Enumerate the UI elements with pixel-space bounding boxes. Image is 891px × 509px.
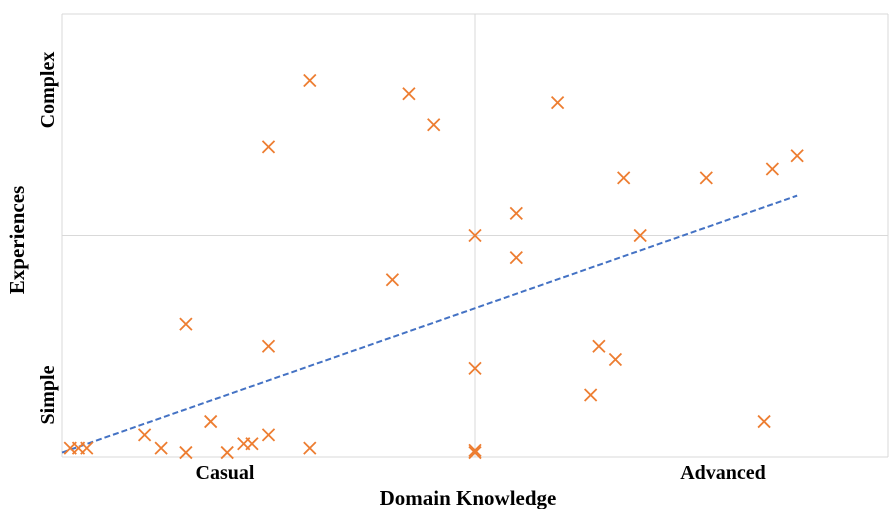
- data-point-34: [790, 149, 804, 163]
- data-point-stroke: [80, 441, 94, 455]
- data-point-22: [468, 228, 482, 243]
- data-point-20: [468, 443, 482, 457]
- data-point-16: [385, 273, 400, 287]
- data-point-4: [154, 441, 168, 455]
- data-point-21: [468, 361, 482, 376]
- data-point-stroke: [427, 118, 441, 132]
- data-point-6: [179, 317, 193, 331]
- data-point-stroke: [179, 445, 193, 460]
- data-point-27: [592, 339, 606, 353]
- y-tick-label-complex: Complex: [37, 52, 59, 129]
- data-point-8: [220, 445, 234, 460]
- data-point-stroke: [757, 414, 771, 429]
- data-point-stroke: [303, 73, 317, 88]
- data-point-25: [550, 95, 565, 110]
- data-point-stroke: [154, 441, 168, 455]
- data-point-stroke: [204, 414, 218, 429]
- data-point-24: [509, 206, 523, 220]
- data-point-2: [80, 441, 94, 455]
- data-point-28: [608, 352, 623, 367]
- axes: [61, 14, 888, 458]
- data-point-14: [303, 441, 317, 455]
- data-point-stroke: [592, 339, 606, 353]
- data-point-stroke: [608, 352, 623, 367]
- data-point-30: [633, 228, 647, 243]
- data-point-19: [468, 445, 482, 460]
- data-point-3: [137, 428, 152, 442]
- data-point-stroke: [137, 428, 152, 442]
- x-tick-label-casual: Casual: [196, 462, 255, 484]
- data-points: [63, 73, 804, 460]
- data-point-stroke: [385, 273, 400, 287]
- data-point-stroke: [584, 388, 598, 402]
- data-point-stroke: [468, 445, 482, 460]
- data-point-23: [509, 251, 523, 265]
- data-point-stroke: [468, 361, 482, 376]
- data-point-stroke: [633, 228, 647, 243]
- data-point-31: [699, 171, 713, 185]
- data-point-stroke: [303, 441, 317, 455]
- data-point-stroke: [509, 251, 523, 265]
- data-point-stroke: [699, 171, 713, 185]
- data-point-stroke: [765, 162, 779, 176]
- data-point-15: [303, 73, 317, 88]
- data-point-stroke: [261, 339, 276, 353]
- data-point-stroke: [509, 206, 523, 220]
- data-point-stroke: [468, 443, 482, 457]
- data-point-13: [261, 140, 276, 154]
- data-point-33: [765, 162, 779, 176]
- data-point-10: [245, 437, 259, 451]
- data-point-stroke: [261, 428, 276, 442]
- data-point-18: [427, 118, 441, 132]
- data-point-12: [261, 339, 276, 353]
- data-point-stroke: [179, 317, 193, 331]
- y-tick-label-simple: Simple: [37, 365, 59, 424]
- data-point-7: [204, 414, 218, 429]
- data-point-stroke: [468, 228, 482, 243]
- data-point-17: [402, 87, 416, 101]
- data-point-29: [617, 171, 631, 185]
- data-point-stroke: [790, 149, 804, 163]
- y-axis-title: Experiences: [5, 186, 29, 294]
- data-point-stroke: [550, 95, 565, 110]
- trendline-layer: [61, 194, 798, 454]
- data-point-stroke: [220, 445, 234, 460]
- data-point-32: [757, 414, 771, 429]
- trendline: [61, 194, 798, 454]
- data-point-stroke: [617, 171, 631, 185]
- x-axis-title: Domain Knowledge: [380, 486, 557, 509]
- data-point-stroke: [245, 437, 259, 451]
- x-tick-label-advanced: Advanced: [680, 462, 766, 484]
- data-point-11: [261, 428, 276, 442]
- data-point-stroke: [261, 140, 276, 154]
- data-point-5: [179, 445, 193, 460]
- data-point-26: [584, 388, 598, 402]
- data-point-stroke: [402, 87, 416, 101]
